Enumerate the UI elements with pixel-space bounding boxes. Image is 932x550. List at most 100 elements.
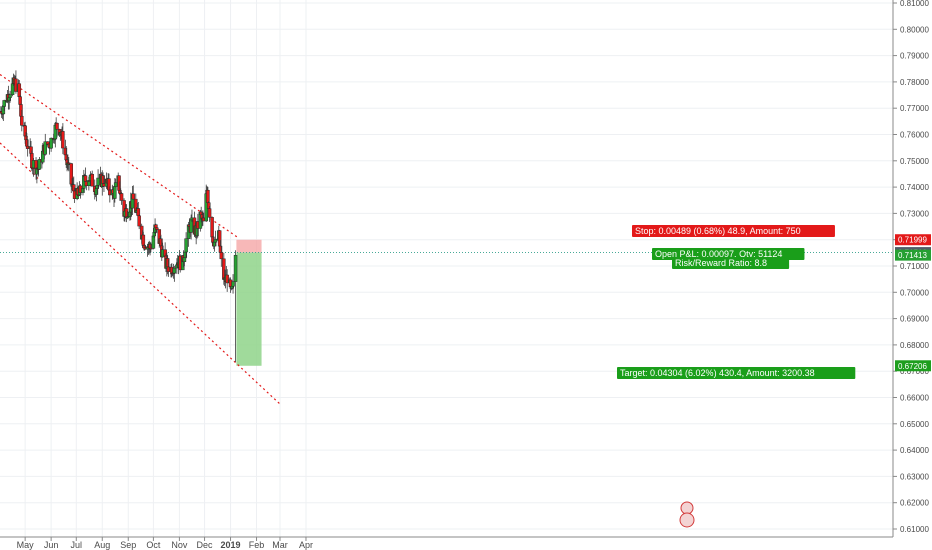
- price-axis-bg: [893, 0, 932, 550]
- y-tick-label: 0.71000: [900, 262, 929, 271]
- take-profit-zone[interactable]: [236, 252, 262, 366]
- candle-body: [225, 274, 229, 284]
- candle: [37, 156, 42, 170]
- candle: [149, 242, 153, 253]
- marker-circle-bottom: [679, 512, 695, 528]
- candle-body: [18, 96, 22, 105]
- candle: [96, 169, 100, 189]
- y-tick-label: 0.63000: [900, 472, 929, 481]
- candle-body: [219, 252, 224, 260]
- candle-body: [90, 173, 94, 187]
- risk-reward-label-bg: [672, 257, 790, 269]
- candle-body: [184, 238, 188, 253]
- candle: [90, 170, 94, 187]
- price-tag-label: 0.71413: [898, 251, 927, 260]
- candle: [43, 133, 48, 156]
- candle-body: [210, 217, 214, 238]
- candle: [137, 214, 141, 230]
- candle: [119, 192, 124, 205]
- channel-line-lower[interactable]: [0, 142, 281, 405]
- dividend-marker-icon[interactable]: [679, 501, 695, 528]
- y-tick-label: 0.70000: [900, 288, 929, 297]
- candle-body: [155, 227, 159, 230]
- candle-body: [131, 193, 136, 200]
- stop-loss-zone[interactable]: [236, 239, 262, 253]
- candle-body: [2, 100, 6, 107]
- price-tag-bg: [895, 360, 931, 372]
- candle: [125, 211, 130, 219]
- candle-body: [141, 234, 146, 246]
- candle-body: [43, 141, 48, 155]
- risk-reward-label-text: Risk/Reward Ratio: 8.8: [675, 258, 767, 268]
- candle: [2, 99, 6, 112]
- y-tick-label: 0.78000: [900, 78, 929, 87]
- candle-body: [55, 122, 59, 130]
- candle-body: [213, 239, 218, 243]
- candle-body: [113, 182, 118, 187]
- candle: [131, 185, 136, 200]
- candle: [213, 230, 218, 246]
- candle: [61, 123, 65, 155]
- marker-circle-top: [680, 501, 694, 515]
- candle: [225, 269, 229, 292]
- candle: [8, 90, 12, 103]
- x-tick-label: Feb: [249, 540, 265, 550]
- stop-label-text: Stop: 0.00489 (0.68%) 48.9, Amount: 750: [635, 226, 801, 236]
- time-axis[interactable]: May Jun Jul Aug Sep Oct Nov Dec 2019 Feb Mar Apr: [0, 536, 932, 550]
- y-tick-label: 0.80000: [900, 25, 929, 34]
- y-tick-label: 0.76000: [900, 131, 929, 140]
- x-tick-label: Sep: [120, 540, 136, 550]
- grid-lines: [0, 0, 893, 537]
- candle: [231, 274, 235, 294]
- price-tag-label: 0.71999: [898, 236, 927, 245]
- y-tick-label: 0.75000: [900, 157, 929, 166]
- stop-label-bg: [632, 225, 835, 237]
- x-tick-label: Jun: [44, 540, 59, 550]
- y-tick-label: 0.64000: [900, 446, 929, 455]
- x-tick-label: Jul: [71, 540, 83, 550]
- stop-label[interactable]: Stop: 0.00489 (0.68%) 48.9, Amount: 750: [632, 225, 835, 237]
- candle-body: [207, 208, 212, 218]
- y-tick-label: 0.62000: [900, 499, 929, 508]
- channel-lines[interactable]: [0, 74, 281, 405]
- candle: [207, 206, 212, 222]
- candle-body: [137, 215, 141, 227]
- x-tick-label: Nov: [171, 540, 188, 550]
- candle-body: [233, 254, 238, 282]
- candle: [49, 137, 53, 152]
- x-tick-label: Oct: [146, 540, 161, 550]
- candle-body: [125, 216, 130, 219]
- candles: [0, 70, 238, 362]
- y-tick-label: 0.68000: [900, 341, 929, 350]
- price-tag: 0.67206: [895, 360, 931, 372]
- y-tick-label: 0.67000: [900, 367, 929, 376]
- candle-body: [113, 186, 117, 199]
- x-tick-label: Aug: [94, 540, 110, 550]
- candle-body: [119, 193, 124, 201]
- y-tick-label: 0.69000: [900, 315, 929, 324]
- candle: [233, 250, 238, 362]
- risk-reward-label[interactable]: Risk/Reward Ratio: 8.8: [672, 257, 790, 269]
- candle-body: [96, 177, 100, 186]
- candle-body: [17, 83, 22, 97]
- y-tick-label: 0.77000: [900, 104, 929, 113]
- candle: [184, 232, 188, 259]
- candle-body: [61, 131, 65, 149]
- y-tick-label: 0.66000: [900, 394, 929, 403]
- position-tool[interactable]: [236, 239, 262, 366]
- target-label-text: Target: 0.04304 (6.02%) 430.4, Amount: 3…: [620, 368, 815, 378]
- y-tick-label: 0.65000: [900, 420, 929, 429]
- open-pnl-label-text: Open P&L: 0.00097, Qty: 51124: [655, 249, 782, 259]
- y-tick-label: 0.61000: [900, 525, 929, 534]
- candle-body: [182, 257, 187, 263]
- target-label[interactable]: Target: 0.04304 (6.02%) 430.4, Amount: 3…: [617, 367, 856, 379]
- y-tick-label: 0.79000: [900, 52, 929, 61]
- channel-line-upper[interactable]: [0, 74, 239, 239]
- x-tick-label: 2019: [221, 540, 241, 550]
- candle: [20, 109, 24, 132]
- candle: [113, 178, 118, 188]
- price-axis[interactable]: 0.81000 0.80000 0.79000 0.78000 0.77000 0.760…: [892, 0, 932, 550]
- price-tag: 0.71999: [895, 234, 931, 246]
